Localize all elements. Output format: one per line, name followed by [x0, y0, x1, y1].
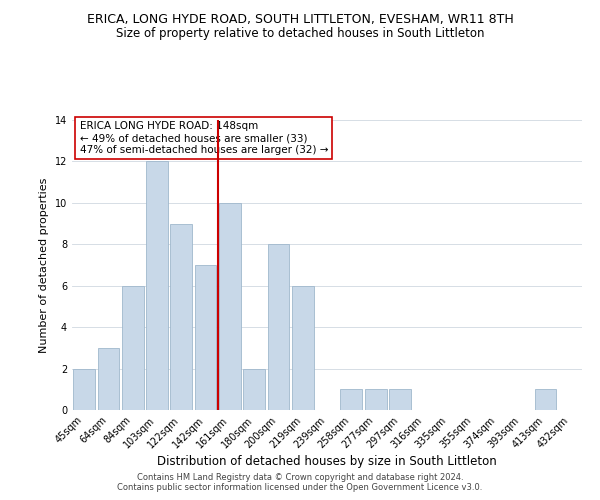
X-axis label: Distribution of detached houses by size in South Littleton: Distribution of detached houses by size … — [157, 456, 497, 468]
Bar — [365, 390, 386, 410]
Bar — [73, 368, 95, 410]
Bar — [268, 244, 289, 410]
Bar — [389, 390, 411, 410]
Bar — [122, 286, 143, 410]
Text: Contains public sector information licensed under the Open Government Licence v3: Contains public sector information licen… — [118, 484, 482, 492]
Text: Size of property relative to detached houses in South Littleton: Size of property relative to detached ho… — [116, 28, 484, 40]
Bar — [146, 162, 168, 410]
Text: Contains HM Land Registry data © Crown copyright and database right 2024.: Contains HM Land Registry data © Crown c… — [137, 472, 463, 482]
Bar — [292, 286, 314, 410]
Bar — [340, 390, 362, 410]
Text: ERICA, LONG HYDE ROAD, SOUTH LITTLETON, EVESHAM, WR11 8TH: ERICA, LONG HYDE ROAD, SOUTH LITTLETON, … — [86, 12, 514, 26]
Bar — [535, 390, 556, 410]
Y-axis label: Number of detached properties: Number of detached properties — [39, 178, 49, 352]
Bar — [97, 348, 119, 410]
Bar — [243, 368, 265, 410]
Text: ERICA LONG HYDE ROAD: 148sqm
← 49% of detached houses are smaller (33)
47% of se: ERICA LONG HYDE ROAD: 148sqm ← 49% of de… — [80, 122, 328, 154]
Bar — [219, 203, 241, 410]
Bar — [194, 265, 217, 410]
Bar — [170, 224, 192, 410]
